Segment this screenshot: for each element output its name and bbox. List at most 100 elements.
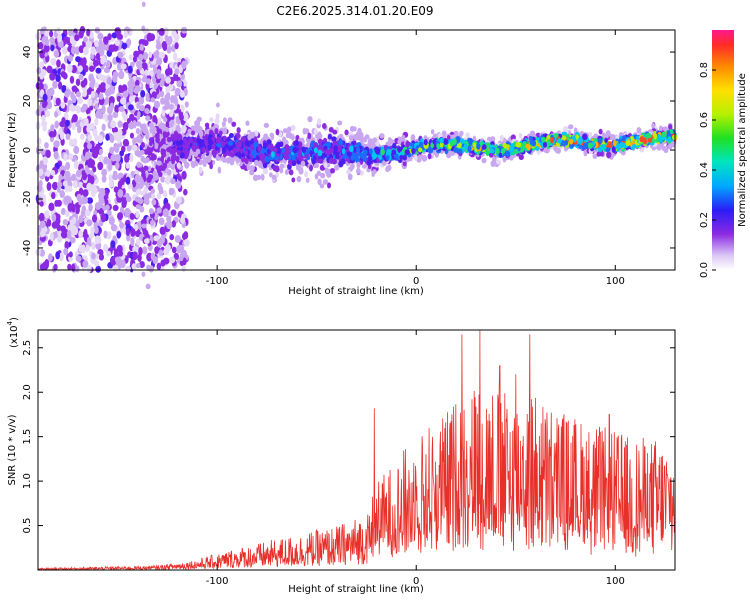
spectrogram-cell	[153, 173, 159, 181]
spectrogram-cell	[228, 140, 234, 146]
spectrogram-cell	[181, 265, 186, 273]
spectrogram-cell	[145, 199, 150, 206]
snr-ylabel: SNR (10 * v/v)	[7, 414, 18, 485]
spectrogram-cell	[159, 228, 166, 235]
spectrogram-cell	[204, 122, 210, 128]
spectrogram-cell	[49, 72, 56, 81]
spectrogram-xtick-label: -100	[206, 276, 229, 287]
spectrogram-cell	[72, 138, 78, 147]
spectrogram-cell	[129, 113, 135, 121]
spectrogram-cell	[65, 161, 71, 171]
colorbar-tick-label: 0.0	[699, 262, 710, 278]
spectrogram-cell	[199, 139, 205, 146]
spectrogram-cell	[297, 151, 303, 158]
spectrogram-cell	[399, 154, 404, 161]
spectrogram-cell	[182, 80, 188, 87]
spectrogram-cell	[184, 149, 190, 157]
spectrogram-cell	[332, 129, 338, 135]
spectrogram-cell	[56, 59, 61, 68]
spectrogram-cell	[259, 153, 265, 159]
spectrogram-cell	[427, 153, 432, 160]
spectrogram-cell	[151, 199, 157, 206]
spectrogram-cell	[68, 153, 74, 160]
spectrogram-cell	[220, 141, 226, 147]
spectrogram-cell	[323, 162, 328, 168]
spectrogram-cell	[171, 246, 177, 254]
spectrogram-cell	[114, 104, 120, 114]
spectrogram-cell	[518, 154, 524, 161]
spectrogram-cell	[436, 143, 441, 149]
spectrogram-cell	[344, 129, 349, 136]
spectrogram-cell	[121, 244, 126, 254]
spectrogram-cell	[92, 59, 100, 67]
spectrogram-cell	[75, 56, 81, 63]
spectrogram-cell	[93, 226, 99, 235]
spectrogram-cell	[112, 173, 119, 181]
spectrogram-cell	[170, 178, 176, 185]
spectrogram-cell	[112, 111, 119, 119]
spectrogram-cell	[386, 148, 392, 156]
spectrogram-cell	[100, 56, 105, 65]
spectrogram-cell	[101, 105, 106, 114]
spectrogram-cell	[55, 251, 60, 260]
spectrogram-cell	[127, 65, 133, 74]
spectrogram-cell	[165, 76, 171, 84]
spectrogram-cell	[84, 209, 91, 217]
spectrogram-cell	[164, 68, 171, 77]
spectrogram-cell	[44, 142, 49, 149]
spectrogram-cell	[667, 136, 672, 143]
spectrogram-cell	[74, 34, 80, 42]
spectrogram-cell	[291, 154, 296, 161]
spectrogram-cell	[150, 188, 156, 194]
spectrogram-cell	[137, 63, 143, 71]
spectrogram-cell	[51, 181, 59, 191]
spectrogram-cell	[91, 150, 99, 159]
spectrogram-cell	[495, 147, 500, 155]
spectrogram-cell	[145, 92, 150, 99]
spectrogram-cell	[348, 145, 354, 153]
spectrogram-cell	[91, 252, 96, 260]
spectrogram-cell	[319, 183, 325, 189]
spectrogram-cell	[231, 121, 237, 127]
spectrogram-cell	[54, 199, 59, 207]
spectrogram-cell	[181, 170, 187, 180]
spectrogram-cell	[84, 244, 91, 252]
spectrogram-cell	[53, 111, 59, 118]
spectrogram-cell	[183, 188, 188, 196]
spectrogram-cell	[653, 133, 658, 140]
spectrogram-cell	[73, 145, 80, 155]
spectrogram-cell	[123, 140, 130, 147]
spectrogram-cell	[130, 227, 136, 237]
spectrogram-cell	[404, 149, 410, 155]
spectrogram-cell	[453, 147, 459, 153]
spectrogram-cell	[195, 148, 201, 155]
spectrogram-cell	[352, 126, 357, 132]
spectrogram-cell	[98, 253, 105, 261]
spectrogram-cell	[513, 148, 519, 155]
spectrogram-cell	[95, 67, 102, 74]
spectrogram-cell	[126, 144, 132, 152]
spectrogram-cell	[166, 38, 172, 46]
spectrogram-cell	[94, 117, 99, 126]
spectrogram-cell	[357, 127, 362, 135]
spectrogram-cell	[145, 182, 150, 188]
spectrogram-cell	[42, 156, 49, 165]
spectrogram-cell	[240, 156, 247, 163]
figure-title: C2E6.2025.314.01.20.E09	[276, 4, 433, 18]
spectrogram-cell	[290, 124, 296, 131]
spectrogram-cell	[98, 74, 104, 81]
spectrogram-cell	[138, 197, 144, 205]
spectrogram-cell	[162, 208, 169, 218]
spectrogram-cell	[302, 127, 307, 135]
spectrogram-cell	[279, 167, 284, 174]
spectrogram-cell	[72, 216, 77, 225]
spectrogram-cell	[262, 168, 269, 175]
snr-xtick-label: 100	[606, 576, 625, 587]
spectrogram-cell	[134, 174, 141, 184]
spectrogram-cell	[159, 90, 165, 98]
spectrogram-cell	[125, 162, 130, 169]
spectrogram-cell	[73, 160, 79, 170]
spectrogram-cell	[147, 174, 152, 182]
spectrogram-cell	[140, 39, 146, 46]
